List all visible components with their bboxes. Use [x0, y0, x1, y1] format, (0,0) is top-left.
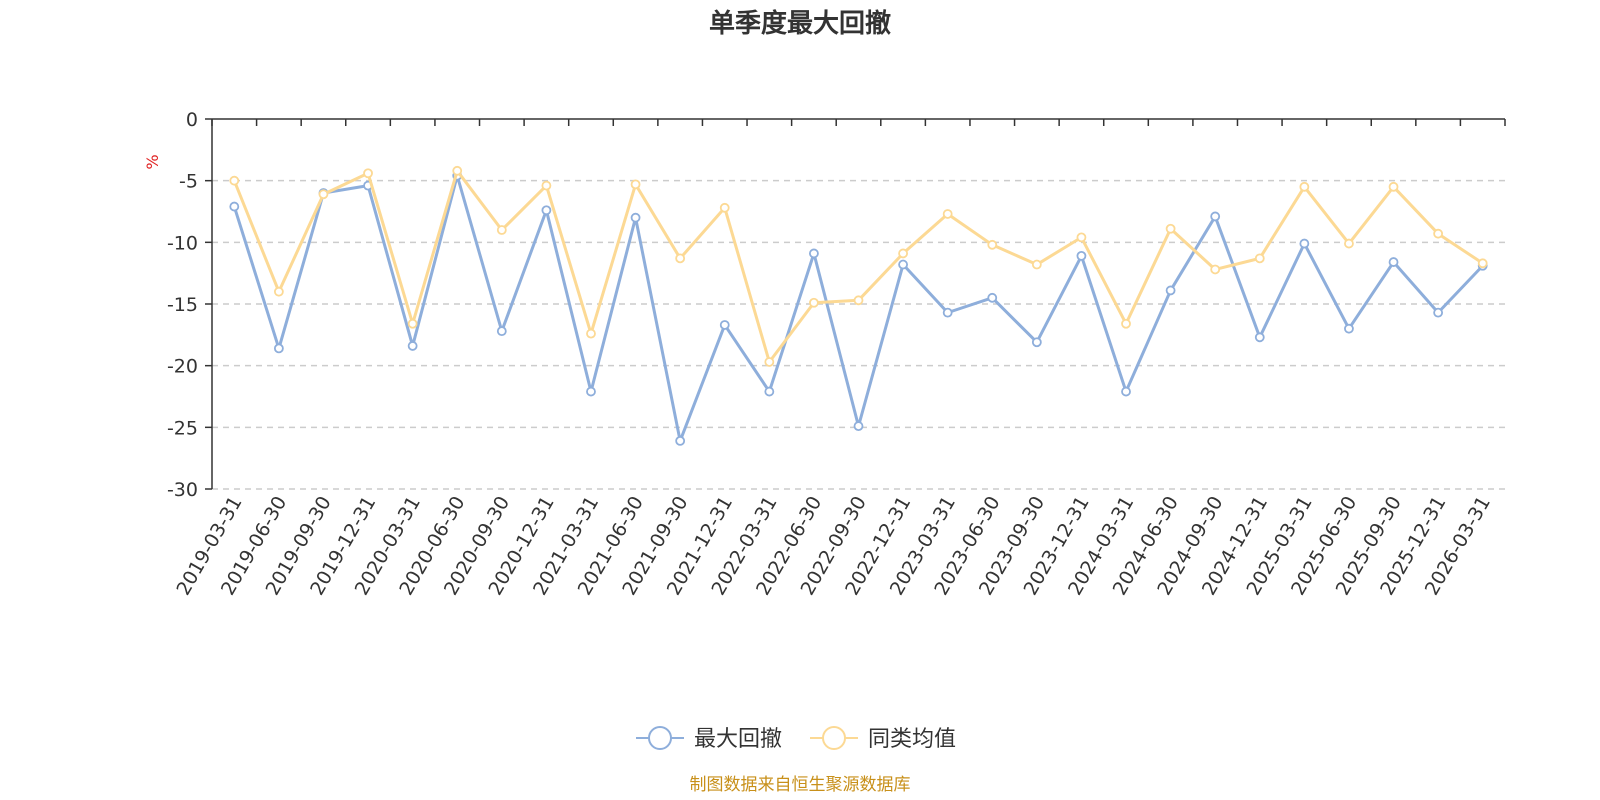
data-point[interactable] [586, 386, 596, 397]
data-point[interactable] [764, 357, 775, 367]
data-point[interactable] [675, 435, 686, 446]
data-point[interactable] [363, 168, 373, 179]
data-point[interactable] [630, 179, 641, 190]
legend-label: 最大回撤 [694, 727, 782, 752]
data-point[interactable] [1210, 211, 1221, 222]
source-note: 制图数据来自恒生聚源数据库 [690, 775, 911, 795]
legend-item-1[interactable]: 最大回撤 [636, 726, 782, 752]
data-point[interactable] [987, 239, 998, 250]
data-point[interactable] [407, 318, 418, 329]
data-point[interactable] [541, 180, 552, 191]
data-point[interactable] [1076, 232, 1087, 243]
data-point[interactable] [1299, 238, 1310, 249]
data-point[interactable] [496, 225, 507, 235]
chart-title: 单季度最大回撤 [709, 8, 891, 39]
y-tick-label: -10 [167, 232, 198, 254]
data-point[interactable] [809, 248, 819, 259]
data-point[interactable] [1254, 332, 1265, 343]
data-point[interactable] [452, 165, 463, 176]
data-point[interactable] [1433, 307, 1444, 318]
data-point[interactable] [273, 286, 284, 297]
data-point[interactable] [1388, 257, 1399, 267]
data-point[interactable] [898, 248, 908, 259]
series-line-1 [232, 174, 1484, 443]
data-point[interactable] [1031, 259, 1042, 270]
legend-circle-icon [822, 726, 846, 750]
data-point[interactable] [719, 320, 730, 330]
data-point[interactable] [987, 292, 998, 303]
y-tick-label: -20 [167, 356, 198, 378]
data-point[interactable] [1121, 386, 1131, 397]
data-point[interactable] [318, 189, 329, 200]
data-point[interactable] [496, 326, 507, 337]
data-point[interactable] [1031, 337, 1042, 348]
legend-circle-icon [648, 726, 672, 750]
data-point[interactable] [898, 259, 908, 270]
data-point[interactable] [675, 253, 686, 264]
data-point[interactable] [853, 295, 864, 306]
y-tick-label: -15 [167, 294, 198, 316]
y-axis-unit: % [143, 154, 162, 169]
data-point[interactable] [719, 202, 730, 213]
data-point[interactable] [1254, 253, 1265, 264]
data-point[interactable] [229, 201, 240, 212]
data-point[interactable] [809, 297, 819, 308]
data-point[interactable] [1165, 223, 1176, 234]
data-point[interactable] [541, 205, 552, 216]
legend-item-2[interactable]: 同类均值 [810, 726, 956, 752]
data-point[interactable] [1210, 264, 1221, 275]
data-point[interactable] [586, 328, 596, 339]
data-point[interactable] [1344, 323, 1354, 334]
data-point[interactable] [1388, 181, 1399, 192]
data-point[interactable] [942, 307, 953, 318]
data-point[interactable] [273, 343, 284, 354]
data-point[interactable] [1433, 228, 1444, 239]
data-point[interactable] [1165, 285, 1176, 296]
series-line-2 [232, 169, 1484, 364]
y-tick-label: -30 [167, 479, 198, 501]
y-tick-label: 0 [186, 109, 198, 131]
legend[interactable]: 最大回撤 同类均值 [636, 726, 956, 752]
data-point[interactable] [853, 421, 864, 432]
legend-label: 同类均值 [868, 727, 956, 752]
data-point[interactable] [1477, 258, 1488, 269]
data-point[interactable] [630, 212, 641, 223]
data-point[interactable] [1121, 318, 1131, 329]
data-point[interactable] [229, 175, 240, 186]
y-tick-label: -25 [167, 417, 198, 439]
series-lines [229, 165, 1488, 446]
y-tick-label: -5 [179, 171, 198, 193]
data-point[interactable] [1299, 181, 1310, 192]
data-point[interactable] [942, 209, 953, 219]
data-point[interactable] [407, 341, 418, 351]
data-point[interactable] [1344, 238, 1354, 249]
data-point[interactable] [1076, 250, 1087, 261]
data-point[interactable] [764, 386, 775, 397]
grid-lines [212, 179, 1505, 490]
